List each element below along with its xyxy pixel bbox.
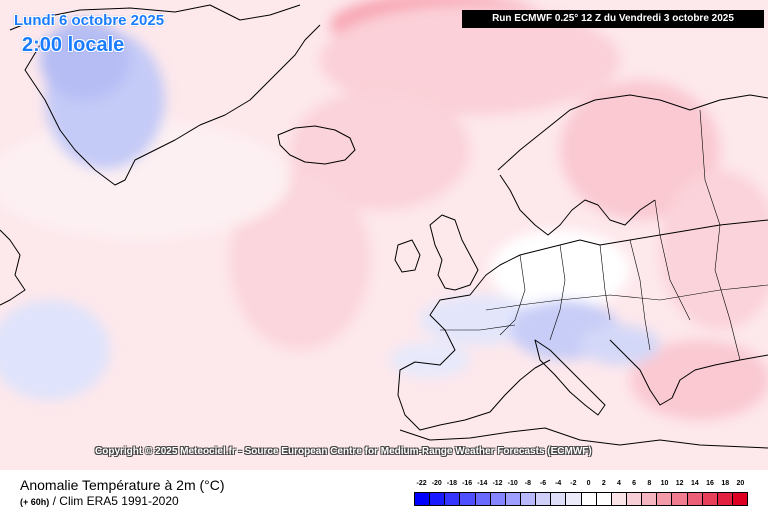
legend-swatch <box>460 493 476 505</box>
legend-swatch <box>445 493 461 505</box>
country-borders <box>440 109 768 361</box>
legend-swatch <box>430 493 446 505</box>
legend-tick-label: -12 <box>492 480 503 487</box>
legend-swatch <box>520 493 537 505</box>
scandinavia-coast <box>497 94 768 236</box>
legend-swatch <box>551 493 567 505</box>
legend-tick-label: 12 <box>675 480 684 487</box>
legend-swatch <box>490 493 506 505</box>
legend-swatch <box>566 493 582 505</box>
legend-swatch <box>611 493 627 505</box>
legend-swatch <box>626 493 643 505</box>
legend-tick-label: 0 <box>586 480 591 487</box>
legend-tick-label: -14 <box>477 480 488 487</box>
forecast-date: Lundi 6 octobre 2025 <box>14 12 165 29</box>
lead-time-label: (+ 60h) <box>20 497 50 507</box>
north-africa-coast <box>399 427 768 449</box>
legend-swatch <box>581 493 597 505</box>
legend-swatch <box>642 493 658 505</box>
legend-swatch <box>475 493 491 505</box>
europe-coast <box>397 219 768 431</box>
legend-tick-label: -10 <box>507 480 518 487</box>
legend-tick-label: 10 <box>660 480 669 487</box>
legend-tick-label: -16 <box>462 480 473 487</box>
color-scale-legend: -22 -20 -18 -16 -14 -12 -10 -8 -6 -4 -2 0 2 4 6 8 10 12 14… <box>414 480 748 510</box>
legend-swatch <box>415 493 431 505</box>
climatology-label: / Clim ERA5 1991-2020 <box>52 494 179 508</box>
legend-tick-label: 4 <box>617 480 621 487</box>
legend-swatch <box>702 493 718 505</box>
forecast-time: 2:00 locale <box>22 34 125 56</box>
coastlines <box>0 4 768 449</box>
legend-swatch <box>505 493 521 505</box>
legend-swatch <box>732 493 748 505</box>
legend-tick-label: 2 <box>601 480 606 487</box>
british-isles-coast <box>429 214 479 291</box>
legend-swatch <box>687 493 703 505</box>
legend-tick-label: -6 <box>539 480 547 487</box>
legend-tick-label: 18 <box>721 480 730 487</box>
legend-tick-label: -4 <box>555 480 562 487</box>
legend-tick-label: -20 <box>431 480 442 487</box>
legend-tick-label: -22 <box>416 480 427 487</box>
legend-swatch <box>536 493 552 505</box>
legend-tick-label: 6 <box>632 480 637 487</box>
greenland-coast <box>9 4 321 186</box>
legend-tick-label: 16 <box>706 480 714 487</box>
legend-tick-label: 20 <box>736 480 745 487</box>
legend-tick-label: -2 <box>570 480 577 487</box>
legend-tick-labels: -22 -20 -18 -16 -14 -12 -10 -8 -6 -4 -2 0 2 4 6 8 10 12 14… <box>414 480 748 490</box>
temperature-anomaly-map <box>0 0 768 470</box>
legend-swatch <box>672 493 688 505</box>
legend-tick-label: 8 <box>647 480 652 487</box>
italy-coast <box>534 339 606 416</box>
legend-tick-label: -18 <box>446 480 458 487</box>
iceland-coast <box>277 125 356 165</box>
climatology-subtitle: (+ 60h) / Clim ERA5 1991-2020 <box>20 494 179 508</box>
legend-swatches <box>414 492 748 506</box>
legend-tick-label: -8 <box>524 480 531 487</box>
legend-swatch <box>717 493 733 505</box>
legend-tick-label: 14 <box>690 480 699 487</box>
run-info-banner: Run ECMWF 0.25° 12 Z du Vendredi 3 octob… <box>462 10 764 28</box>
copyright-notice: Copyright © 2025 Meteociel.fr - Source E… <box>95 446 592 457</box>
variable-title: Anomalie Température à 2m (°C) <box>20 477 225 493</box>
legend-swatch <box>596 493 612 505</box>
legend-swatch <box>657 493 673 505</box>
